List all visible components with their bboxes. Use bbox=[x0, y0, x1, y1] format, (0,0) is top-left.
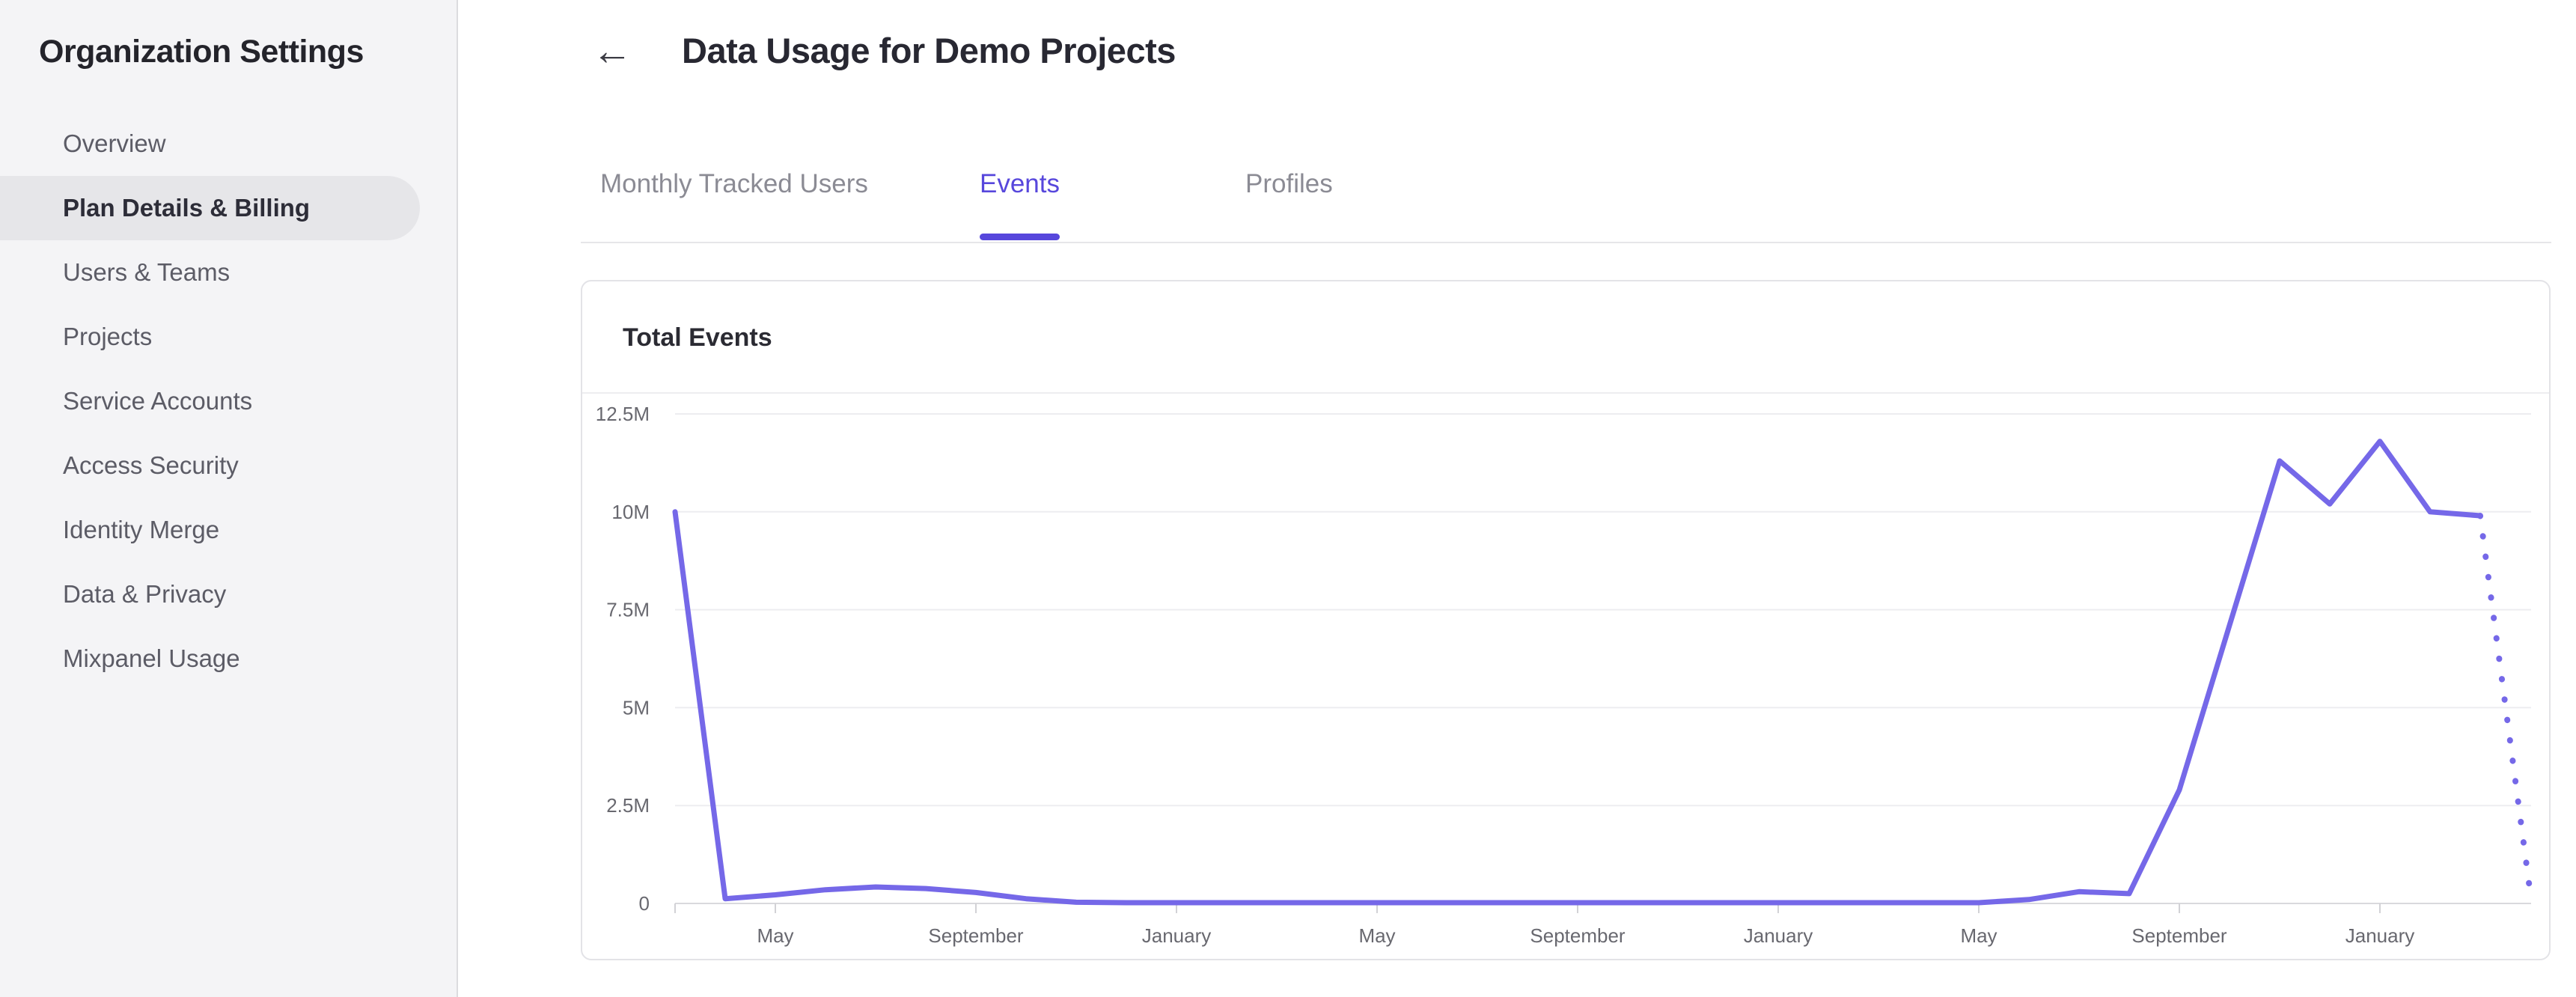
sidebar-title: Organization Settings bbox=[39, 34, 364, 70]
x-axis-label: January bbox=[1744, 924, 1813, 947]
x-axis-label: September bbox=[928, 924, 1024, 947]
sidebar-item-mixpanel-usage[interactable]: Mixpanel Usage bbox=[63, 644, 240, 672]
sidebar-item-data-privacy[interactable]: Data & Privacy bbox=[63, 580, 227, 608]
tabs-divider bbox=[581, 242, 2551, 243]
chart-canvas: 0 2.5M 5M 7.5M 10M 12.5M May September January Ma… bbox=[596, 403, 2533, 947]
sidebar-item-projects[interactable]: Projects bbox=[63, 323, 153, 350]
x-axis-label: January bbox=[1142, 924, 1212, 947]
y-axis-label: 7.5M bbox=[606, 599, 650, 621]
active-tab-underline bbox=[980, 234, 1060, 240]
x-axis-label: May bbox=[1960, 924, 1997, 947]
y-axis-label: 10M bbox=[611, 501, 650, 523]
usage-card: Total Events 0 2.5M 5M 7.5M 10M 12.5M May Septe… bbox=[581, 280, 2551, 960]
chart-line-projected bbox=[2477, 513, 2533, 897]
x-axis-label: May bbox=[757, 924, 793, 947]
tab-profiles[interactable]: Profiles bbox=[1245, 169, 1333, 198]
chart-title: Total Events bbox=[623, 323, 772, 352]
card-divider bbox=[582, 392, 2549, 394]
y-axis-label: 12.5M bbox=[596, 403, 650, 425]
sidebar-item-access-security[interactable]: Access Security bbox=[63, 451, 239, 479]
sidebar-item-service-accounts[interactable]: Service Accounts bbox=[63, 387, 253, 415]
chart-line bbox=[672, 439, 2483, 906]
x-axis-label: January bbox=[2345, 924, 2415, 947]
back-arrow-icon: ← bbox=[592, 28, 632, 73]
sidebar-item-users-teams[interactable]: Users & Teams bbox=[63, 258, 231, 286]
tab-events[interactable]: Events bbox=[980, 169, 1060, 198]
sidebar-nav: Overview Plan Details & Billing Users & Te… bbox=[0, 112, 458, 691]
x-axis-label: September bbox=[2131, 924, 2227, 947]
y-axis-label: 5M bbox=[623, 696, 650, 719]
x-axis-label: May bbox=[1358, 924, 1395, 947]
sidebar-item-overview[interactable]: Overview bbox=[63, 129, 166, 157]
sidebar-item-plan-details-billing[interactable]: Plan Details & Billing bbox=[0, 176, 420, 240]
back-button[interactable]: ← bbox=[588, 27, 636, 75]
total-events-chart: 0 2.5M 5M 7.5M 10M 12.5M May September January Ma… bbox=[582, 281, 2549, 959]
y-axis-label: 0 bbox=[639, 892, 650, 915]
y-axis-label: 2.5M bbox=[606, 794, 650, 817]
sidebar-item-identity-merge[interactable]: Identity Merge bbox=[63, 516, 220, 543]
sidebar: Organization Settings Overview Plan Detai… bbox=[0, 0, 458, 997]
tab-monthly-tracked-users[interactable]: Monthly Tracked Users bbox=[600, 169, 868, 198]
x-axis-label: September bbox=[1530, 924, 1626, 947]
page-title: Data Usage for Demo Projects bbox=[682, 31, 1176, 70]
